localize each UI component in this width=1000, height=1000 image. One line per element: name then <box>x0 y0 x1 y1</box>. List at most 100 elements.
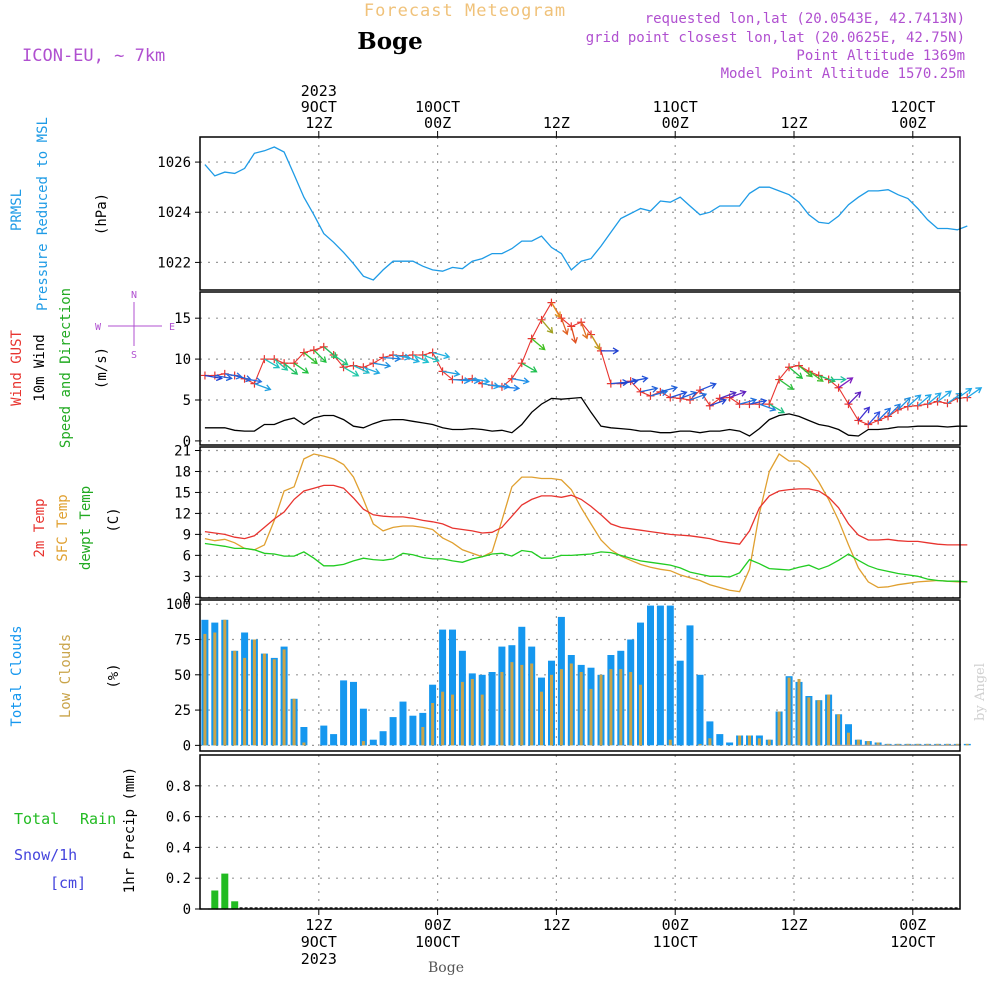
ytick-label-precip-3: 0.6 <box>166 810 191 826</box>
wind-direction-arrow <box>877 407 892 421</box>
low-cloud-bar <box>223 619 227 746</box>
bottom-tick-label: 00Z <box>662 916 689 934</box>
low-cloud-bar <box>936 743 940 746</box>
ytick-label-precip-4: 0.8 <box>166 779 191 795</box>
cloud-label-a: Total Clouds <box>9 625 25 726</box>
precip-cm-label: [cm] <box>50 874 86 892</box>
low-cloud-bar <box>767 739 771 746</box>
low-cloud-bar <box>203 633 207 746</box>
total-cloud-bar <box>449 629 456 746</box>
gust-marker <box>408 351 417 359</box>
gust-line <box>204 301 968 426</box>
wind-direction-arrow <box>570 326 578 345</box>
wind-direction-arrow <box>343 366 360 377</box>
frame-precip <box>199 754 961 910</box>
ytick-label-temp-3: 9 <box>183 527 191 543</box>
bottom-tick-label: 12Z <box>780 916 807 934</box>
ytick-label-temp-7: 21 <box>174 443 191 459</box>
low-cloud-bar <box>421 727 425 746</box>
gust-marker <box>903 402 912 411</box>
frame-temp <box>199 446 961 599</box>
top-tick-label: 11OCT <box>653 98 698 116</box>
gust-marker <box>785 363 794 372</box>
wind-direction-arrow <box>759 403 777 412</box>
low-cloud-bar <box>619 669 623 746</box>
gust-marker <box>735 400 744 409</box>
total-cloud-bar <box>350 681 357 746</box>
low-cloud-bar <box>451 694 454 746</box>
low-cloud-bar <box>292 698 296 746</box>
wind-direction-arrow <box>432 351 451 360</box>
wind-direction-arrow <box>580 322 589 340</box>
ytick-label-temp-2: 6 <box>183 548 191 564</box>
gust-marker <box>527 334 536 343</box>
panel-frames <box>199 136 961 910</box>
bottom-tick-label: 2023 <box>301 950 337 968</box>
top-tick-label: 10OCT <box>415 98 460 116</box>
watermark: by Angel <box>973 663 988 721</box>
precip-rain-label: Rain <box>80 810 116 828</box>
wind-labels: Wind GUST 10m Wind Speed and Direction (… <box>9 288 175 448</box>
wind-direction-arrow <box>838 377 854 389</box>
ytick-label-cloud-4: 100 <box>166 597 191 613</box>
low-cloud-bar <box>470 679 474 746</box>
low-cloud-bar <box>847 732 850 746</box>
ytick-label-temp-0: 0 <box>183 590 191 606</box>
wind-direction-arrow <box>590 334 601 351</box>
low-cloud-bar <box>361 741 365 746</box>
bottom-tick-label: 00Z <box>424 916 451 934</box>
precip-snow-label: Snow/1h <box>14 846 77 864</box>
ytick-label-cloud-2: 50 <box>174 668 191 684</box>
bottom-tick-label: 11OCT <box>653 933 698 951</box>
rain-bar <box>221 873 229 909</box>
ytick-label-temp-5: 15 <box>174 485 191 501</box>
wind-direction-arrow <box>511 377 530 385</box>
wind-direction-arrow <box>768 403 786 414</box>
wind-label-c: Speed and Direction <box>58 288 74 448</box>
low-cloud-bar <box>965 743 969 746</box>
frame-cloud <box>199 599 961 752</box>
ytick-label-precip-0: 0 <box>183 902 191 918</box>
gust-marker <box>834 383 843 392</box>
pressure-labels: PRMSL Pressure Reduced to MSL (hPa) <box>9 117 110 311</box>
low-cloud-bar <box>639 684 642 746</box>
total-cloud-bar <box>706 721 714 746</box>
ytick-label-temp-4: 12 <box>174 506 191 522</box>
gust-marker <box>913 401 922 410</box>
low-cloud-bar <box>510 662 514 746</box>
temp-label-b: SFC Temp <box>55 494 71 561</box>
precip-unit: 1hr Precip (mm) <box>122 767 138 893</box>
frame-pressure <box>199 136 961 291</box>
wind-direction-arrow <box>353 365 371 375</box>
top-tick-label: 00Z <box>662 114 689 132</box>
rain-bar <box>211 890 219 909</box>
wind-direction-arrow <box>739 397 758 405</box>
wind-label-a: Wind GUST <box>9 330 25 406</box>
wind-direction-arrow <box>422 354 440 363</box>
wind-direction-arrow <box>541 319 554 334</box>
precip-labels: Total Rain Snow/1h [cm] 1hr Precip (mm) <box>14 767 138 893</box>
cloud-panel: 0 25 50 75 100 <box>166 597 971 754</box>
wind-direction-arrow <box>808 370 824 382</box>
temp-label-c: dewpt Temp <box>78 486 94 570</box>
gust-marker <box>646 391 655 400</box>
gust-marker <box>864 420 873 429</box>
low-cloud-bar <box>856 739 860 746</box>
low-cloud-bar <box>827 694 831 746</box>
top-tick-label: 2023 <box>301 82 337 100</box>
wind-direction-arrow <box>472 377 491 385</box>
top-tick-label: 9OCT <box>301 98 337 116</box>
wind-direction-arrow <box>293 362 310 374</box>
low-cloud-bar <box>708 738 712 746</box>
gust-marker <box>309 346 318 355</box>
low-cloud-bar <box>817 700 821 746</box>
wind-direction-arrow <box>917 393 932 407</box>
gust-marker <box>676 394 685 403</box>
gust-marker <box>705 401 714 410</box>
gust-marker <box>794 361 803 370</box>
total-cloud-bar <box>716 734 724 746</box>
point-altitude: Point Altitude 1369m <box>796 48 965 64</box>
ytick-label-wind-0: 0 <box>183 434 191 450</box>
wind-direction-arrow <box>699 382 717 391</box>
